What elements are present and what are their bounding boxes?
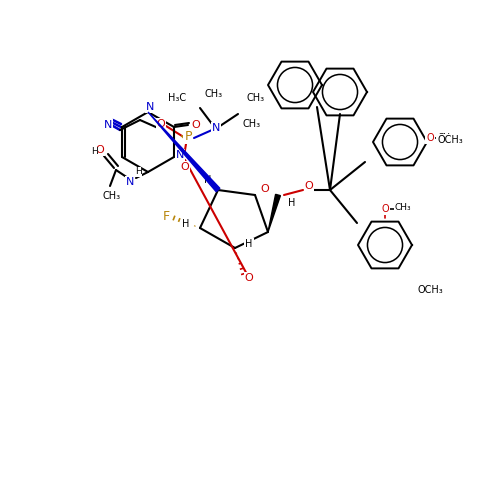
Text: CH₃: CH₃	[205, 89, 223, 99]
Text: O: O	[381, 204, 389, 214]
Text: H: H	[246, 239, 252, 249]
Text: N: N	[176, 150, 184, 160]
Text: H: H	[134, 168, 141, 176]
Text: O: O	[426, 133, 434, 143]
Text: F: F	[162, 210, 170, 222]
Text: OCH₃: OCH₃	[437, 135, 463, 145]
Text: H: H	[182, 219, 190, 229]
Text: N: N	[146, 102, 154, 112]
Text: O: O	[192, 120, 200, 130]
Text: O: O	[260, 184, 270, 194]
Polygon shape	[148, 112, 220, 192]
Text: N: N	[126, 177, 134, 187]
Text: CH₃: CH₃	[247, 93, 265, 103]
Text: CH₃: CH₃	[438, 134, 454, 142]
Text: P: P	[184, 130, 192, 142]
Text: H₃C: H₃C	[168, 93, 186, 103]
Text: O: O	[304, 181, 314, 191]
Text: OCH₃: OCH₃	[417, 285, 443, 295]
Text: O: O	[244, 273, 254, 283]
Text: CH₃: CH₃	[243, 119, 261, 129]
Text: H: H	[204, 175, 212, 185]
Text: O: O	[96, 145, 104, 155]
Text: CH₃: CH₃	[394, 204, 411, 212]
Text: H: H	[288, 198, 296, 208]
Text: CH₃: CH₃	[103, 191, 121, 201]
Text: N: N	[212, 123, 220, 133]
Polygon shape	[268, 194, 280, 232]
Text: N: N	[104, 120, 112, 130]
Text: O: O	[180, 162, 190, 172]
Text: H: H	[90, 148, 98, 156]
Text: O: O	[156, 119, 166, 129]
